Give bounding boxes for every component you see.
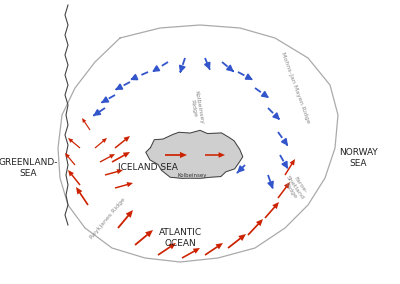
Polygon shape	[146, 130, 243, 178]
FancyArrow shape	[284, 159, 295, 176]
FancyArrow shape	[68, 170, 80, 185]
FancyArrow shape	[95, 138, 107, 149]
FancyArrow shape	[100, 154, 115, 162]
FancyArrow shape	[65, 153, 76, 165]
FancyArrow shape	[112, 152, 130, 163]
Text: Kolbeinsey: Kolbeinsey	[177, 172, 207, 178]
FancyArrow shape	[158, 243, 176, 256]
Text: Faroe-
Shetland
Ridge: Faroe- Shetland Ridge	[280, 172, 310, 204]
FancyArrow shape	[277, 182, 290, 199]
FancyArrow shape	[117, 210, 133, 229]
Text: ATLANTIC
OCEAN: ATLANTIC OCEAN	[158, 228, 202, 248]
FancyArrow shape	[264, 202, 279, 219]
FancyArrow shape	[165, 152, 187, 158]
Text: GREENLAND-
SEA: GREENLAND- SEA	[0, 158, 58, 178]
FancyArrow shape	[204, 243, 223, 256]
FancyArrow shape	[205, 152, 225, 158]
Text: NORWAY
SEA: NORWAY SEA	[339, 148, 377, 168]
FancyArrow shape	[114, 136, 130, 149]
FancyArrow shape	[68, 138, 80, 149]
FancyArrow shape	[82, 118, 90, 130]
FancyArrow shape	[115, 182, 133, 189]
Text: Reykjanes Ridge: Reykjanes Ridge	[89, 197, 127, 239]
FancyArrow shape	[182, 248, 200, 259]
Text: Kolbeinsey
Ridge: Kolbeinsey Ridge	[188, 90, 204, 126]
FancyArrow shape	[247, 219, 263, 236]
FancyArrow shape	[76, 187, 89, 205]
FancyArrow shape	[134, 230, 153, 246]
Text: ICELAND SEA: ICELAND SEA	[118, 164, 178, 172]
FancyArrow shape	[105, 169, 123, 176]
Text: Mohns-Jan Mayen Ridge: Mohns-Jan Mayen Ridge	[280, 52, 310, 124]
FancyArrow shape	[228, 234, 246, 249]
